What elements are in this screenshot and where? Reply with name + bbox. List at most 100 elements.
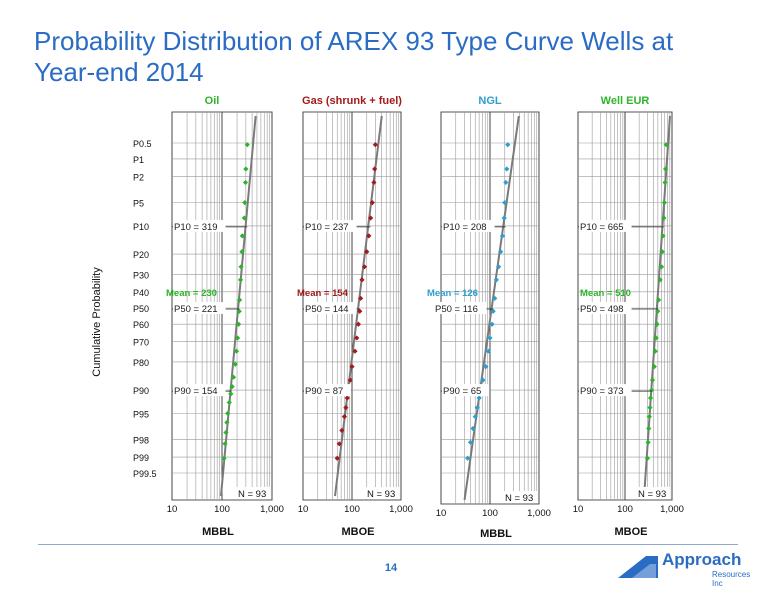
data-point — [474, 404, 480, 411]
x-tick-label: 10 — [573, 504, 584, 515]
y-tick-label: P50 — [133, 304, 149, 314]
panel-title: Oil — [205, 95, 220, 107]
n-label-bg — [236, 487, 270, 499]
data-point — [470, 425, 476, 432]
x-tick-label: 100 — [617, 504, 633, 515]
panel-title: NGL — [478, 95, 502, 107]
data-point — [472, 414, 478, 420]
data-point — [234, 335, 241, 341]
stat-label-p90: P90 = 373 — [580, 386, 624, 397]
data-point — [354, 335, 360, 341]
stat-label-mean: Mean = 126 — [427, 288, 478, 299]
data-point — [229, 383, 235, 390]
data-point — [647, 404, 653, 411]
y-tick-label: P60 — [133, 320, 149, 330]
data-point — [647, 395, 654, 401]
y-tick-label: P20 — [133, 250, 149, 260]
y-axis-title: Cumulative Probability — [91, 267, 103, 377]
data-point — [242, 200, 248, 206]
data-point — [467, 439, 474, 445]
data-point — [658, 264, 665, 270]
data-point — [656, 297, 662, 303]
stat-label-bg — [173, 384, 226, 397]
data-point — [661, 200, 668, 206]
y-tick-label: P99 — [133, 453, 149, 463]
data-point — [487, 335, 493, 341]
data-point — [230, 374, 237, 380]
data-point — [503, 179, 509, 186]
x-axis-unit: MBOE — [615, 526, 648, 538]
stat-label-p50: P50 = 116 — [435, 304, 478, 315]
n-label-bg — [636, 487, 670, 499]
data-point — [244, 142, 250, 148]
data-point — [344, 395, 350, 401]
data-point — [654, 321, 660, 327]
data-point — [371, 179, 377, 186]
x-tick-label: 100 — [482, 508, 498, 519]
panel-title: Gas (shrunk + fuel) — [302, 95, 402, 107]
y-tick-label: P90 — [133, 386, 149, 396]
data-point — [476, 395, 482, 401]
data-point — [359, 277, 365, 283]
y-tick-label: P98 — [133, 436, 149, 446]
x-tick-label: 1,000 — [389, 504, 413, 515]
x-tick-label: 10 — [298, 504, 309, 515]
data-point — [651, 364, 657, 370]
data-point — [372, 142, 378, 148]
data-point — [352, 348, 358, 354]
data-point — [662, 179, 668, 186]
x-axis-unit: MBBL — [202, 526, 234, 538]
data-point — [334, 455, 340, 461]
data-point — [645, 439, 651, 445]
n-label: N = 93 — [238, 489, 266, 500]
stat-label-mean: Mean = 510 — [580, 288, 631, 299]
slide-title: Probability Distribution of AREX 93 Type… — [34, 26, 674, 87]
data-point — [236, 321, 242, 327]
x-tick-label: 1,000 — [260, 504, 284, 515]
data-point — [505, 142, 511, 148]
data-point — [222, 441, 228, 447]
data-point — [502, 200, 508, 206]
stat-label-bg — [434, 302, 487, 314]
n-label-bg — [365, 487, 399, 499]
stat-label-p90: P90 = 87 — [305, 386, 343, 397]
stat-label-bg — [579, 219, 632, 232]
trend-line — [643, 115, 671, 497]
logo-subtitle: Resources Inc — [712, 570, 751, 588]
stat-label-p10: P10 = 208 — [443, 222, 487, 233]
trend-line — [334, 115, 383, 497]
data-point — [243, 166, 249, 172]
n-label: N = 93 — [638, 489, 666, 500]
data-point — [237, 277, 244, 283]
page-number: 14 — [384, 562, 398, 574]
x-tick-label: 100 — [214, 504, 230, 515]
y-tick-label: P5 — [133, 199, 144, 209]
data-point — [490, 308, 496, 314]
data-point — [499, 233, 506, 239]
data-point — [361, 264, 368, 270]
stat-label-mean: Mean = 230 — [166, 288, 217, 299]
data-point — [357, 308, 363, 314]
stat-label-p90: P90 = 154 — [174, 386, 218, 397]
data-point — [644, 455, 651, 461]
data-point — [232, 361, 238, 367]
data-point — [501, 215, 507, 221]
y-tick-label: P0.5 — [133, 139, 152, 149]
data-point — [237, 297, 243, 303]
y-tick-label: P10 — [133, 222, 149, 232]
x-tick-label: 1,000 — [527, 508, 551, 519]
approach-logo-mark-icon — [618, 556, 658, 578]
x-tick-label: 10 — [167, 504, 178, 515]
data-point — [349, 364, 355, 370]
stat-label-bg — [579, 302, 632, 314]
logo-name: Approach — [662, 550, 742, 569]
stat-label-p50: P50 = 144 — [305, 304, 349, 315]
data-point — [372, 166, 378, 172]
y-tick-label: P70 — [133, 338, 149, 348]
x-tick-label: 10 — [436, 508, 447, 519]
y-tick-label: P40 — [133, 288, 149, 298]
data-point — [655, 308, 661, 314]
data-point — [485, 348, 491, 354]
data-point — [341, 414, 348, 420]
